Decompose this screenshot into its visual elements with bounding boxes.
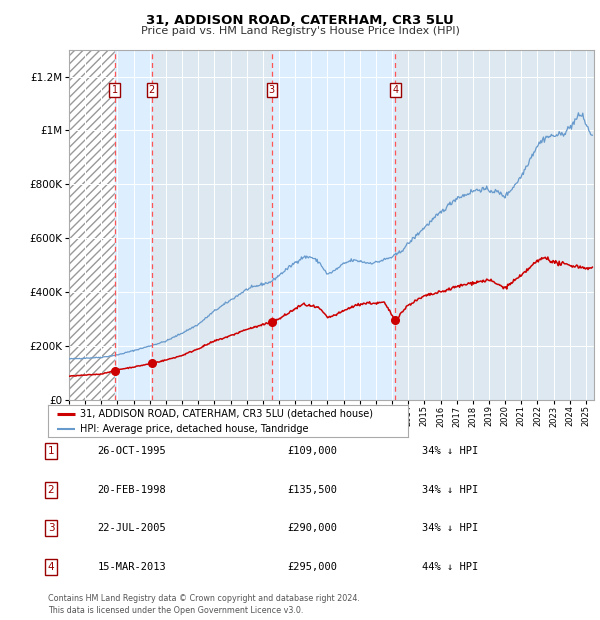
Text: HPI: Average price, detached house, Tandridge: HPI: Average price, detached house, Tand… xyxy=(80,424,309,434)
Text: Price paid vs. HM Land Registry's House Price Index (HPI): Price paid vs. HM Land Registry's House … xyxy=(140,26,460,36)
Text: 2: 2 xyxy=(149,85,155,95)
Text: 26-OCT-1995: 26-OCT-1995 xyxy=(98,446,166,456)
Text: 4: 4 xyxy=(47,562,55,572)
Text: 4: 4 xyxy=(392,85,398,95)
Text: 34% ↓ HPI: 34% ↓ HPI xyxy=(422,485,478,495)
Text: 2: 2 xyxy=(47,485,55,495)
Text: 20-FEB-1998: 20-FEB-1998 xyxy=(98,485,166,495)
Text: £135,500: £135,500 xyxy=(287,485,337,495)
Text: 31, ADDISON ROAD, CATERHAM, CR3 5LU: 31, ADDISON ROAD, CATERHAM, CR3 5LU xyxy=(146,14,454,27)
Text: 3: 3 xyxy=(47,523,55,533)
Bar xyxy=(272,50,395,400)
Text: £295,000: £295,000 xyxy=(287,562,337,572)
Bar xyxy=(69,50,115,400)
Text: 15-MAR-2013: 15-MAR-2013 xyxy=(98,562,166,572)
Bar xyxy=(115,50,152,400)
Text: 34% ↓ HPI: 34% ↓ HPI xyxy=(422,523,478,533)
Text: 1: 1 xyxy=(47,446,55,456)
Text: 3: 3 xyxy=(269,85,275,95)
Text: Contains HM Land Registry data © Crown copyright and database right 2024.
This d: Contains HM Land Registry data © Crown c… xyxy=(48,594,360,615)
Text: 44% ↓ HPI: 44% ↓ HPI xyxy=(422,562,478,572)
Text: 22-JUL-2005: 22-JUL-2005 xyxy=(98,523,166,533)
Text: 31, ADDISON ROAD, CATERHAM, CR3 5LU (detached house): 31, ADDISON ROAD, CATERHAM, CR3 5LU (det… xyxy=(80,409,373,419)
Text: £109,000: £109,000 xyxy=(287,446,337,456)
Text: £290,000: £290,000 xyxy=(287,523,337,533)
Text: 1: 1 xyxy=(112,85,118,95)
Text: 34% ↓ HPI: 34% ↓ HPI xyxy=(422,446,478,456)
